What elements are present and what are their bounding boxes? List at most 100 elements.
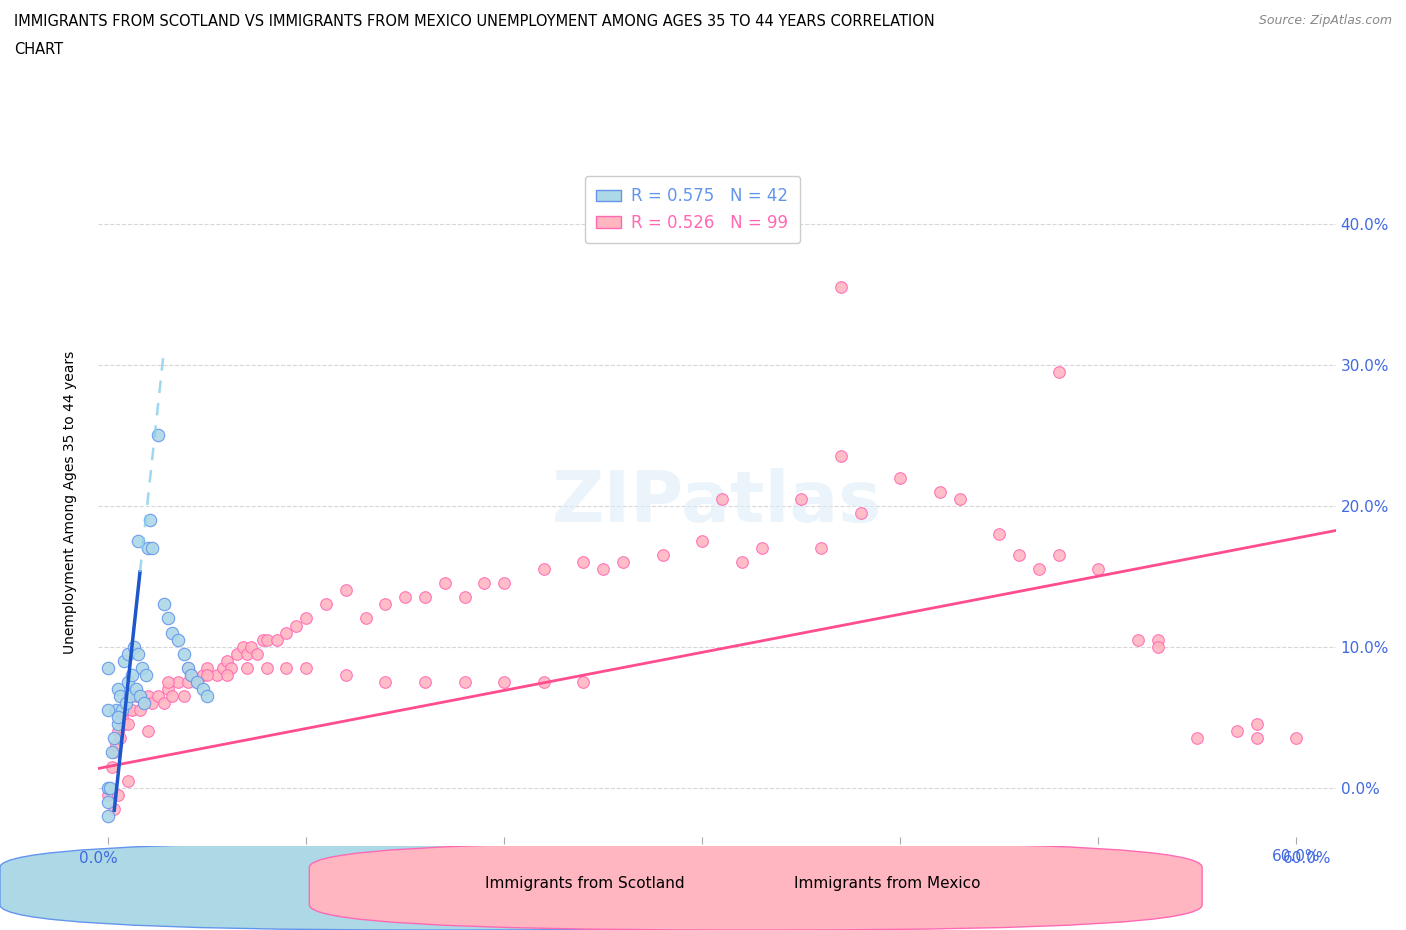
- Point: [173, 646, 195, 661]
- Point: [1146, 632, 1168, 647]
- Point: [101, 745, 124, 760]
- Point: [751, 540, 773, 555]
- Point: [176, 674, 198, 689]
- Point: [132, 696, 155, 711]
- Point: [97, 660, 120, 675]
- Point: [107, 724, 129, 738]
- Point: [1126, 632, 1149, 647]
- Point: [533, 562, 555, 577]
- Point: [295, 660, 318, 675]
- Point: [103, 745, 125, 760]
- Point: [117, 674, 139, 689]
- Point: [413, 590, 436, 604]
- Point: [830, 449, 852, 464]
- Point: [731, 554, 754, 569]
- Point: [256, 660, 278, 675]
- Text: IMMIGRANTS FROM SCOTLAND VS IMMIGRANTS FROM MEXICO UNEMPLOYMENT AMONG AGES 35 TO: IMMIGRANTS FROM SCOTLAND VS IMMIGRANTS F…: [14, 14, 935, 29]
- Text: Source: ZipAtlas.com: Source: ZipAtlas.com: [1258, 14, 1392, 27]
- Point: [1047, 365, 1070, 379]
- Point: [219, 660, 242, 675]
- Point: [1008, 548, 1031, 563]
- Point: [810, 540, 832, 555]
- Point: [252, 632, 274, 647]
- Point: [107, 682, 129, 697]
- Point: [97, 808, 120, 823]
- Point: [232, 639, 254, 654]
- Point: [195, 688, 218, 703]
- Point: [121, 703, 143, 718]
- Point: [111, 710, 134, 724]
- Point: [239, 639, 262, 654]
- Point: [132, 696, 155, 711]
- Point: [494, 576, 516, 591]
- Point: [217, 654, 239, 669]
- Point: [295, 611, 318, 626]
- Point: [97, 780, 120, 795]
- Point: [413, 674, 436, 689]
- Point: [122, 639, 145, 654]
- Point: [107, 710, 129, 724]
- Point: [186, 674, 208, 689]
- Point: [117, 773, 139, 788]
- Point: [180, 668, 202, 683]
- Point: [276, 625, 298, 640]
- Point: [226, 646, 249, 661]
- Point: [572, 674, 595, 689]
- Text: 60.0%: 60.0%: [1284, 851, 1331, 866]
- Point: [711, 491, 734, 506]
- Point: [790, 491, 813, 506]
- Point: [1028, 562, 1050, 577]
- Point: [1185, 731, 1208, 746]
- Point: [117, 717, 139, 732]
- Point: [266, 632, 288, 647]
- Point: [195, 668, 218, 683]
- Point: [97, 703, 120, 718]
- Point: [136, 688, 159, 703]
- Point: [1087, 562, 1109, 577]
- Point: [186, 674, 208, 689]
- Point: [120, 688, 142, 703]
- Point: [572, 554, 595, 569]
- Point: [156, 682, 179, 697]
- Point: [125, 682, 148, 697]
- Point: [160, 625, 183, 640]
- Point: [690, 534, 713, 549]
- Point: [129, 688, 152, 703]
- Point: [156, 611, 179, 626]
- Point: [131, 660, 153, 675]
- Point: [928, 485, 950, 499]
- Point: [212, 660, 235, 675]
- Point: [146, 428, 169, 443]
- Point: [889, 470, 911, 485]
- Point: [394, 590, 416, 604]
- Point: [335, 668, 357, 683]
- Point: [1146, 639, 1168, 654]
- Point: [354, 611, 377, 626]
- Point: [105, 737, 128, 752]
- Point: [335, 583, 357, 598]
- Point: [176, 660, 198, 675]
- Point: [217, 668, 239, 683]
- Point: [111, 703, 134, 718]
- Point: [315, 597, 337, 612]
- Point: [115, 696, 138, 711]
- Point: [97, 794, 120, 809]
- Point: [166, 674, 188, 689]
- Point: [1285, 731, 1308, 746]
- Text: ZIPatlas: ZIPatlas: [553, 468, 882, 537]
- Point: [115, 703, 138, 718]
- Point: [156, 674, 179, 689]
- Point: [127, 646, 149, 661]
- Point: [101, 759, 124, 774]
- Point: [830, 280, 852, 295]
- Point: [141, 696, 163, 711]
- Point: [107, 788, 129, 803]
- Text: Immigrants from Mexico: Immigrants from Mexico: [794, 876, 981, 892]
- Point: [136, 724, 159, 738]
- Point: [141, 540, 163, 555]
- Point: [374, 597, 396, 612]
- Text: CHART: CHART: [14, 42, 63, 57]
- Point: [146, 688, 169, 703]
- Text: 0.0%: 0.0%: [79, 851, 118, 866]
- Legend: R = 0.575   N = 42, R = 0.526   N = 99: R = 0.575 N = 42, R = 0.526 N = 99: [585, 176, 800, 244]
